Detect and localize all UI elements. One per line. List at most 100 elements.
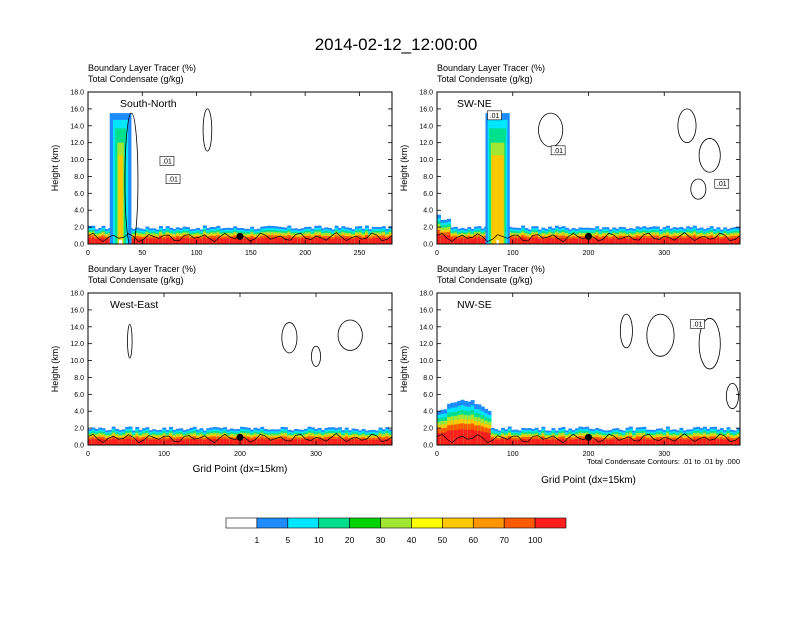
y-tick-label: 16.0 [419,106,433,113]
colorbar-label: 30 [376,535,386,545]
panel-name: NW-SE [457,299,492,311]
y-tick-label: 0.0 [74,242,84,249]
plot-area [88,108,392,244]
x-tick-label: 200 [299,250,311,257]
y-tick-label: 4.0 [74,208,84,215]
y-tick-label: 12.0 [419,341,433,348]
condensate-contour [698,317,721,370]
panel-title-tracer: Boundary Layer Tracer (%) [437,264,545,274]
y-tick-label: 10.0 [419,157,433,164]
y-tick-label: 0.0 [423,242,433,249]
y-tick-label: 16.0 [70,106,84,113]
colorbar-swatch [225,517,258,529]
x-tick-label: 0 [435,250,439,257]
colorbar-swatch [411,517,443,529]
condensate-contour [698,138,721,173]
colorbar-label: 40 [407,535,417,545]
y-tick-label: 2.0 [423,426,433,433]
y-tick-label: 18.0 [419,90,433,97]
condensate-contour [619,313,633,349]
x-tick-label: 150 [245,250,257,257]
contour-label: .01 [717,181,727,188]
y-tick-label: 8.0 [74,375,84,382]
y-tick-label: 8.0 [423,375,433,382]
figure-title: 2014-02-12_12:00:00 [315,35,478,54]
condensate-contour [311,345,321,367]
colorbar-swatch [503,517,536,529]
colorbar-swatch [472,517,505,529]
colorbar: 1 5 10 20 30 40 50 60 70 100 [225,517,567,545]
panel-name: South-North [120,98,177,110]
x-tick-label: 300 [658,451,670,458]
y-tick-label: 0.0 [423,443,433,450]
plot-area [88,319,392,445]
location-marker [236,232,244,240]
x-tick-label: 0 [86,451,90,458]
contour-label-box [550,145,566,156]
y-axis-label: Height (km) [50,145,60,192]
colorbar-swatch [380,517,412,529]
panel-title-tracer: Boundary Layer Tracer (%) [437,63,545,73]
x-tick-label: 300 [658,250,670,257]
x-tick-label: 250 [354,250,366,257]
y-axis-label: Height (km) [399,346,409,393]
panel-south-north: Boundary Layer Tracer (%)Total Condensat… [50,63,393,257]
y-tick-label: 16.0 [419,307,433,314]
y-tick-label: 14.0 [70,324,84,331]
y-tick-label: 8.0 [74,174,84,181]
contour-label: .01 [490,113,500,120]
x-axis-label: Grid Point (dx=15km) [193,464,288,475]
colorbar-swatch [534,517,567,529]
colorbar-swatch [442,517,474,529]
condensate-contour [677,108,697,144]
x-tick-label: 200 [583,451,595,458]
condensate-contour [124,112,139,244]
contour-label: .01 [168,177,178,184]
y-tick-label: 18.0 [419,291,433,298]
colorbar-label: 50 [438,535,448,545]
contour-label: .01 [162,158,172,165]
y-tick-label: 14.0 [419,324,433,331]
y-tick-label: 10.0 [419,358,433,365]
panel-title-condensate: Total Condensate (g/kg) [437,74,533,84]
x-tick-label: 300 [310,451,322,458]
y-axis-label: Height (km) [399,145,409,192]
y-tick-label: 18.0 [70,291,84,298]
panel-title-tracer: Boundary Layer Tracer (%) [88,264,196,274]
colorbar-swatch [349,517,381,529]
y-tick-label: 10.0 [70,358,84,365]
y-tick-label: 14.0 [419,123,433,130]
y-tick-label: 2.0 [74,426,84,433]
condensate-contour [337,319,363,351]
y-tick-label: 0.0 [74,443,84,450]
location-marker [236,433,244,441]
condensate-contour [127,323,133,359]
condensate-contour [725,382,739,410]
condensate-contour [202,108,213,152]
x-axis-label: Grid Point (dx=15km) [541,475,636,486]
contour-label-box [690,319,705,329]
y-tick-label: 4.0 [423,208,433,215]
panel-name: SW-NE [457,98,492,110]
plot-frame [436,91,741,245]
x-tick-label: 200 [583,250,595,257]
y-tick-label: 10.0 [70,157,84,164]
colorbar-label: 10 [314,535,324,545]
colorbar-label: 60 [469,535,479,545]
panel-title-tracer: Boundary Layer Tracer (%) [88,63,196,73]
location-marker [585,232,592,240]
colorbar-label: 1 [255,535,260,545]
contour-label-box [714,178,730,189]
plot-frame [87,292,393,446]
panel-title-condensate: Total Condensate (g/kg) [88,275,184,285]
condensate-contour [646,313,675,357]
contour-label: .01 [693,321,703,328]
contour-label-box [159,156,175,166]
y-tick-label: 12.0 [70,341,84,348]
x-tick-label: 100 [191,250,203,257]
y-tick-label: 16.0 [70,307,84,314]
x-tick-label: 100 [507,250,519,257]
y-tick-label: 2.0 [74,225,84,232]
contour-label-box [487,110,502,121]
